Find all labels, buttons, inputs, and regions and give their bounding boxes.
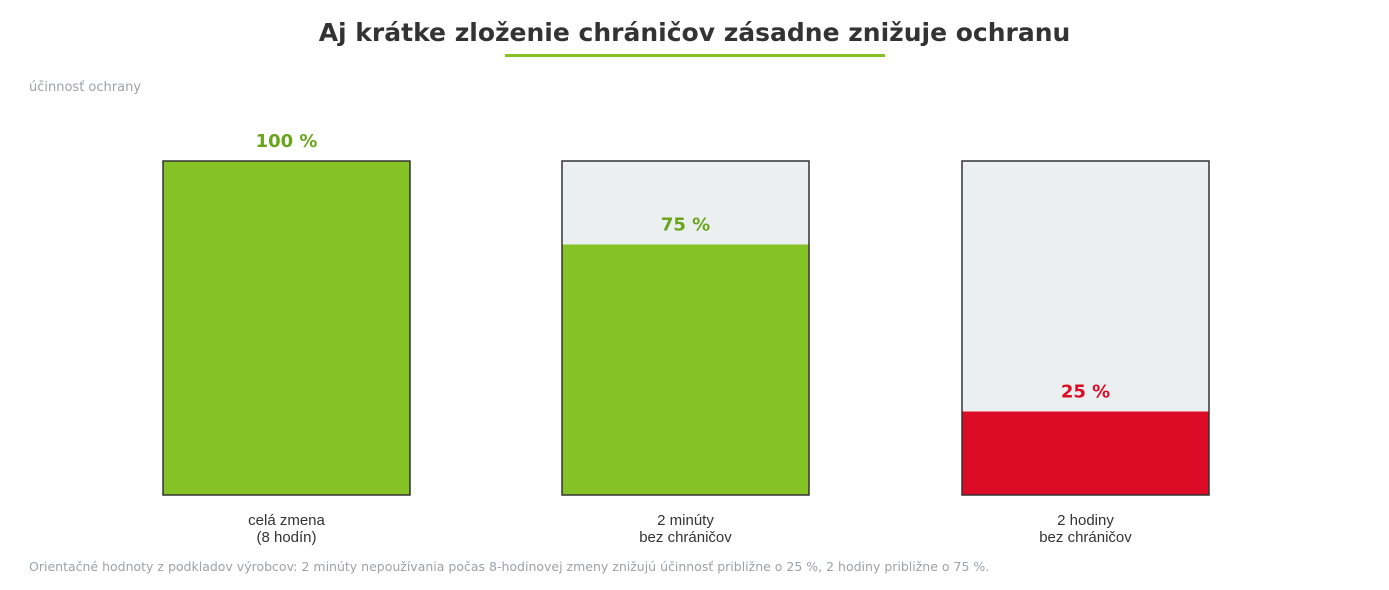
bar-value-label: 25 % xyxy=(1061,382,1110,403)
bar-outline xyxy=(162,160,411,496)
bar-fill xyxy=(562,244,809,495)
category-label: celá zmena xyxy=(248,512,325,529)
title-underline xyxy=(505,54,885,57)
y-axis-label: účinnosť ochrany xyxy=(29,80,142,95)
footnote: Orientačné hodnoty z podkladov výrobcov:… xyxy=(29,559,990,574)
category-label: bez chráničov xyxy=(1039,529,1132,546)
category-label: 2 hodiny xyxy=(1057,512,1114,529)
bar-value-label: 75 % xyxy=(661,215,710,236)
category-label: 2 minúty xyxy=(657,512,714,529)
bar-outline xyxy=(561,160,810,496)
bar-outline xyxy=(961,160,1210,496)
bar-value-label: 100 % xyxy=(256,131,318,152)
category-label: (8 hodín) xyxy=(256,529,316,546)
bar-fill xyxy=(962,411,1209,495)
chart-title: Aj krátke zloženie chráničov zásadne zni… xyxy=(318,18,1071,47)
bar-fill xyxy=(163,161,410,495)
category-label: bez chráničov xyxy=(639,529,732,546)
